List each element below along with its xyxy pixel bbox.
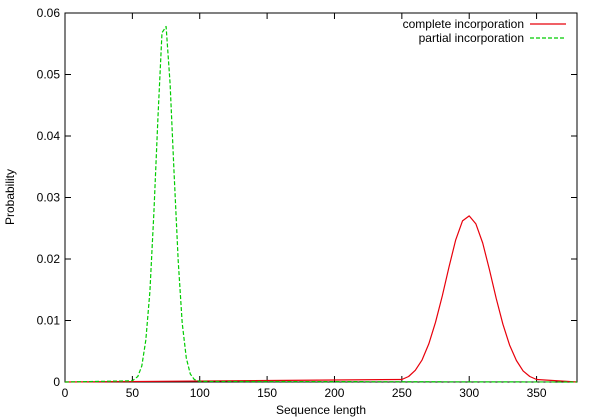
x-tick-label: 350 (527, 386, 547, 400)
x-tick-label: 0 (62, 386, 69, 400)
x-tick-label: 250 (392, 386, 412, 400)
y-tick-label: 0.04 (37, 129, 61, 143)
x-tick-label: 200 (324, 386, 344, 400)
y-axis-label: Probability (3, 169, 17, 225)
y-tick-label: 0.06 (37, 6, 61, 20)
y-tick-label: 0.03 (37, 191, 61, 205)
y-tick-label: 0.05 (37, 68, 61, 82)
legend-label: complete incorporation (403, 17, 524, 31)
x-tick-label: 100 (190, 386, 210, 400)
legend-label: partial incorporation (419, 31, 524, 45)
series-line-partial-incorporation (64, 25, 578, 383)
y-tick-label: 0.02 (37, 252, 61, 266)
series-layer (64, 25, 578, 383)
x-axis-label: Sequence length (276, 403, 366, 417)
axis-ticks: 0 50 100 150 200 250 300 350 0 0.01 0.02 0.03 0.04 0.… (37, 6, 577, 400)
x-tick-label: 300 (459, 386, 479, 400)
plot-frame (64, 12, 578, 383)
series-line-complete-incorporation (64, 215, 578, 383)
x-tick-label: 50 (126, 386, 140, 400)
y-tick-label: 0 (53, 375, 60, 389)
y-tick-label: 0.01 (37, 314, 61, 328)
x-tick-label: 150 (257, 386, 277, 400)
